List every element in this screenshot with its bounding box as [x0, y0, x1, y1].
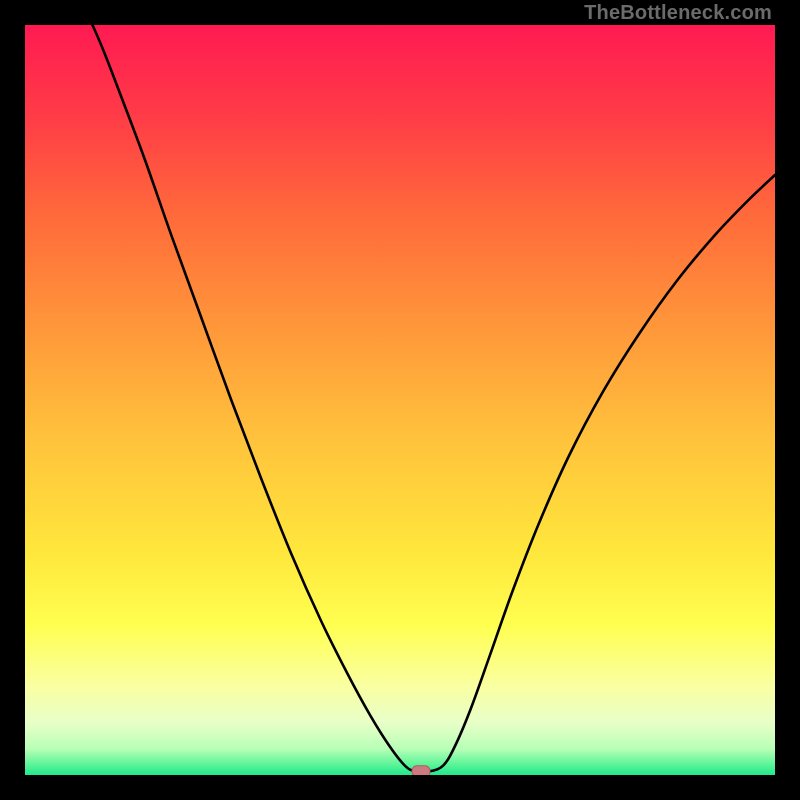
marker-layer [25, 25, 775, 775]
watermark-text: TheBottleneck.com [584, 2, 772, 25]
chart-canvas: TheBottleneck.com [0, 0, 800, 800]
minimum-marker [412, 766, 430, 775]
plot-area [25, 25, 775, 775]
